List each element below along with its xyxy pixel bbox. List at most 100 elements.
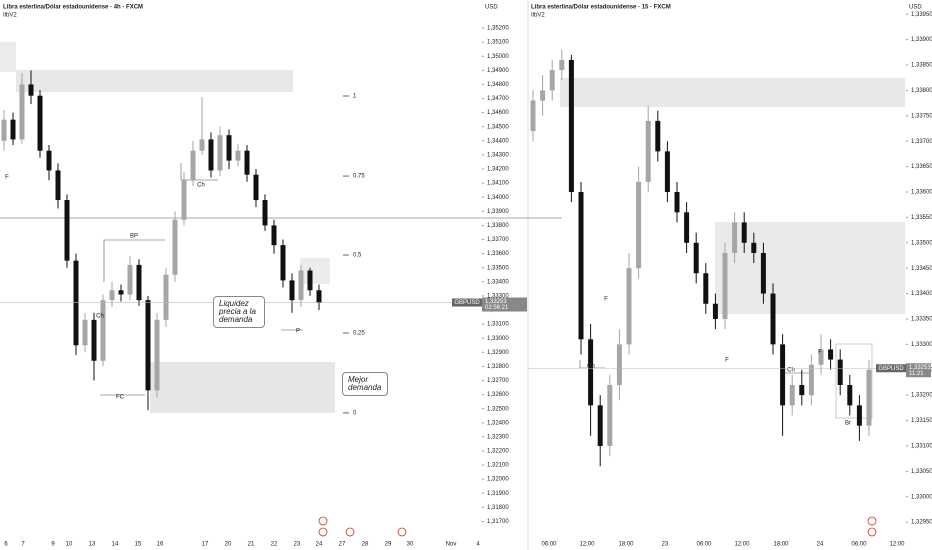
chart-label: F (725, 358, 729, 364)
candle-body (732, 222, 738, 253)
y-tick-label: 1,34900 (487, 68, 509, 74)
candle-body (91, 319, 97, 361)
candle-body (597, 405, 603, 446)
y-tick-label: 1,33600 (487, 251, 509, 257)
x-tick-label: 12:00 (734, 542, 750, 548)
candle-body (244, 150, 250, 175)
x-tick-label: 23 (294, 542, 301, 548)
x-tick-label: 9 (51, 542, 55, 548)
candle-body (674, 191, 680, 213)
candle-body (780, 344, 786, 406)
x-tick-label: 24 (316, 542, 323, 548)
fib-label: 0,5 (353, 253, 362, 259)
y-tick-label: 1,32900 (487, 350, 509, 356)
x-tick-label: 17 (202, 542, 209, 548)
candle-body (235, 150, 241, 161)
y-tick-label: 1,32700 (487, 378, 509, 384)
y-tick-label: 1,33850 (911, 63, 932, 69)
candle-body (136, 264, 142, 301)
candle-body (46, 150, 52, 171)
candle-body (307, 270, 313, 291)
chart-subtitle: IlbV2 (3, 13, 17, 19)
candle-body (10, 119, 16, 140)
x-tick-label: 20 (225, 542, 232, 548)
countdown: 11:21 (909, 371, 924, 377)
candle-body (280, 245, 286, 281)
y-tick-label: 1,34700 (487, 96, 509, 102)
candle-body (856, 405, 862, 426)
y-tick-label: 1,33400 (911, 291, 932, 297)
candle-body (530, 100, 536, 132)
x-tick-label: 06:00 (851, 542, 867, 548)
annotation: Liquidez precia a la demanda (213, 296, 265, 328)
y-tick-label: 1,33300 (911, 342, 932, 348)
x-tick-label: 29 (385, 542, 392, 548)
y-tick-label: 1,33300 (487, 293, 509, 299)
candle-body (741, 222, 747, 243)
y-tick-label: 1,33100 (487, 322, 509, 328)
y-tick-label: 1,33550 (911, 215, 932, 221)
y-tick-label: 1,33400 (487, 279, 509, 285)
candle-body (100, 300, 106, 361)
x-tick-label: 6 (4, 542, 8, 548)
annotation: Mejor demanda (342, 372, 388, 396)
y-tick-label: 1,33700 (487, 237, 509, 243)
y-tick-label: 1,32000 (487, 477, 509, 483)
last-price: 1,33253 (485, 299, 507, 305)
candle-body (145, 300, 151, 391)
x-tick-label: 18:00 (618, 542, 634, 548)
candle-body (118, 290, 124, 295)
candle-body (73, 260, 79, 346)
candle-body (866, 369, 872, 426)
price-tag (482, 297, 527, 312)
chart-label: F (818, 350, 822, 356)
y-tick-label: 1,32100 (487, 463, 509, 469)
y-tick-label: 1,34300 (487, 153, 509, 159)
x-tick-label: 23 (662, 542, 669, 548)
y-tick-label: 1,31900 (487, 491, 509, 497)
candle-body (289, 280, 295, 301)
y-tick-label: 1,34000 (487, 195, 509, 201)
candle-body (55, 170, 61, 201)
y-tick-label: 1,32200 (487, 449, 509, 455)
candle-body (712, 303, 718, 319)
candle-body (636, 181, 642, 269)
axis-currency: USD (909, 5, 922, 11)
chart-label: Ch (587, 364, 595, 370)
y-tick-label: 1,33650 (911, 164, 932, 170)
candle-body (789, 385, 795, 406)
candle-body (163, 274, 169, 320)
candle-body (316, 290, 322, 303)
chart-label: Ch (96, 314, 104, 320)
y-tick-label: 1,33200 (911, 393, 932, 399)
y-tick-label: 1,33800 (487, 223, 509, 229)
x-tick-label: Nov (446, 542, 457, 548)
x-tick-label: 27 (339, 542, 346, 548)
candle-body (818, 349, 824, 365)
candle-body (578, 191, 584, 340)
y-tick-label: 1,33600 (911, 190, 932, 196)
candle-body (568, 59, 574, 192)
candle-body (172, 219, 178, 275)
y-tick-label: 1,33900 (911, 37, 932, 43)
fib-label: 1 (353, 94, 357, 100)
symbol-tag (452, 298, 482, 307)
chart-label: P (296, 329, 300, 335)
candle-body (28, 84, 34, 96)
y-tick-label: 1,33500 (911, 240, 932, 246)
y-tick-label: 1,33750 (911, 113, 932, 119)
chart-title: Libra esterlina/Dólar estadounidense · 4… (3, 5, 143, 11)
price-tag (906, 363, 931, 378)
symbol-tag (876, 364, 906, 373)
symbol: GBPUSD (454, 300, 480, 306)
candle-body (154, 319, 160, 391)
candle-body (799, 385, 805, 396)
x-tick-label: 28 (362, 542, 369, 548)
candle-body (217, 135, 223, 171)
y-tick-label: 1,34100 (487, 181, 509, 187)
y-tick-label: 1,32800 (487, 364, 509, 370)
candle-body (616, 344, 622, 386)
fib-label: 0,25 (353, 331, 365, 337)
y-tick-label: 1,33800 (911, 88, 932, 94)
